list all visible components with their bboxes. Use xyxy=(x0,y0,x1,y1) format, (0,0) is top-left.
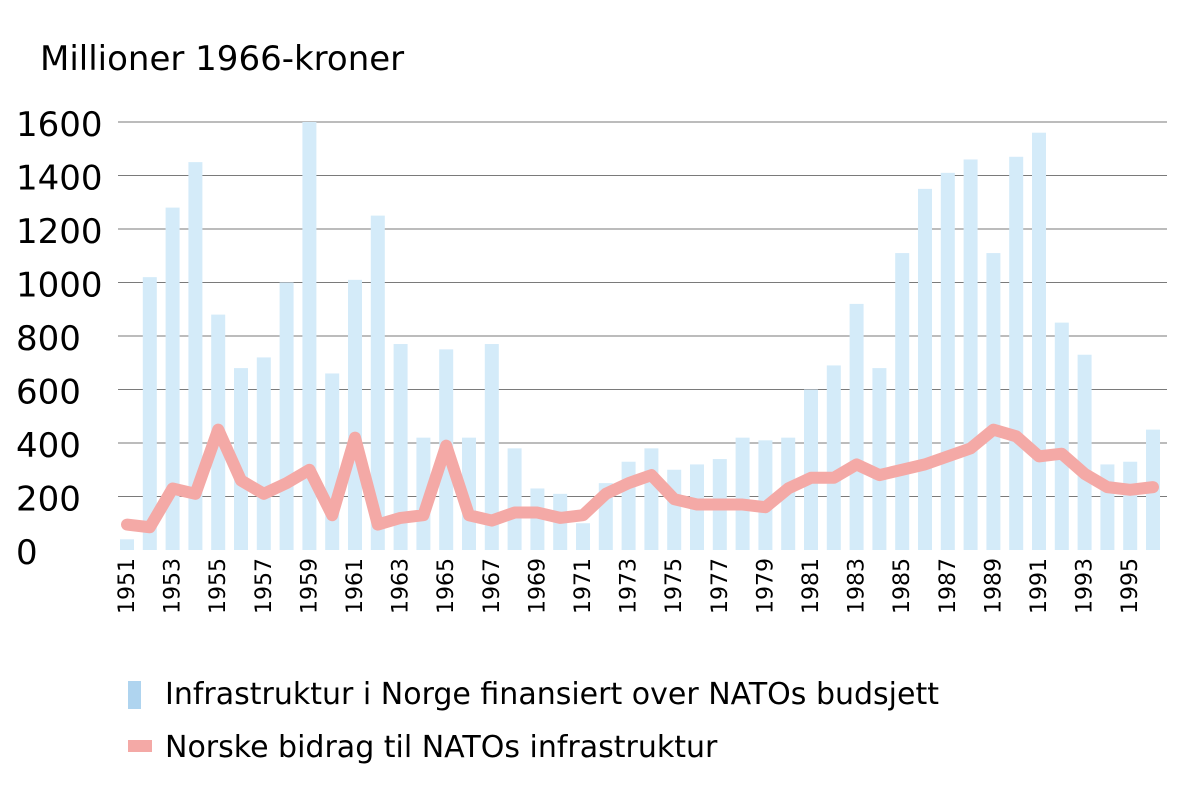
bar xyxy=(1123,461,1138,550)
x-tick-label: 1957 xyxy=(252,558,277,614)
bar xyxy=(963,159,978,550)
y-tick-label: 600 xyxy=(16,373,81,413)
bar xyxy=(667,469,682,550)
bar xyxy=(1077,354,1092,550)
y-tick-label: 200 xyxy=(16,480,81,520)
x-tick-label: 1971 xyxy=(571,558,596,614)
x-tick-label: 1983 xyxy=(845,558,870,614)
x-tick-label: 1951 xyxy=(115,558,140,614)
x-tick-label: 1991 xyxy=(1027,558,1052,614)
legend: Infrastruktur i Norge finansiert over NA… xyxy=(128,677,939,765)
bar xyxy=(416,437,431,550)
bar xyxy=(1032,132,1046,550)
x-tick-label: 1969 xyxy=(525,558,550,614)
bar xyxy=(234,368,248,550)
x-tick-label: 1987 xyxy=(936,558,961,614)
bar xyxy=(279,282,294,550)
legend-swatch-bars xyxy=(128,681,141,709)
x-tick-label: 1955 xyxy=(206,558,231,614)
bar xyxy=(644,448,659,550)
y-tick-labels: 0 200 400 600 800 1000 1200 1400 1600 xyxy=(16,105,103,573)
legend-label-bars: Infrastruktur i Norge finansiert over NA… xyxy=(165,677,939,712)
x-tick-label: 1973 xyxy=(617,558,642,614)
y-tick-label: 400 xyxy=(16,426,81,466)
x-tick-label: 1961 xyxy=(343,558,368,614)
y-tick-label: 1600 xyxy=(16,105,103,145)
bar xyxy=(507,448,522,550)
x-tick-label: 1995 xyxy=(1118,558,1143,614)
bar xyxy=(1009,156,1024,550)
x-tick-label: 1979 xyxy=(753,558,778,614)
bar xyxy=(530,488,545,550)
x-tick-label: 1981 xyxy=(799,558,824,614)
x-tick-label: 1975 xyxy=(662,558,687,614)
bar xyxy=(302,122,317,550)
bar xyxy=(826,365,841,550)
bar xyxy=(1054,322,1069,550)
bar xyxy=(348,279,362,550)
bar xyxy=(804,389,818,550)
bar xyxy=(120,539,134,550)
bar xyxy=(393,344,408,550)
legend-swatch-line xyxy=(128,740,152,752)
x-tick-label: 1977 xyxy=(708,558,733,614)
bar xyxy=(370,215,385,550)
bar xyxy=(849,303,864,550)
y-axis-label: Millioner 1966-kroner xyxy=(40,39,404,79)
x-tick-label: 1959 xyxy=(297,558,322,614)
legend-item-line: Norske bidrag til NATOs infrastruktur xyxy=(128,730,718,765)
bar xyxy=(256,357,271,550)
line-series xyxy=(121,423,1159,534)
x-tick-label: 1965 xyxy=(434,558,459,614)
x-tick-label: 1985 xyxy=(890,558,915,614)
legend-label-line: Norske bidrag til NATOs infrastruktur xyxy=(165,730,718,765)
line-series-path xyxy=(121,423,1159,534)
y-tick-label: 0 xyxy=(16,533,38,573)
bar xyxy=(872,368,887,550)
bar xyxy=(142,277,157,550)
bar xyxy=(188,162,203,550)
bar xyxy=(165,207,180,550)
y-tick-label: 1200 xyxy=(16,212,103,252)
x-tick-label: 1967 xyxy=(480,558,505,614)
bar xyxy=(918,188,932,550)
y-tick-label: 1400 xyxy=(16,159,103,199)
bar xyxy=(735,437,750,550)
bar xyxy=(895,253,910,550)
x-tick-label: 1989 xyxy=(981,558,1006,614)
bar xyxy=(576,523,590,550)
x-tick-label: 1953 xyxy=(161,558,186,614)
bar xyxy=(940,172,955,550)
legend-item-bars: Infrastruktur i Norge finansiert over NA… xyxy=(128,677,939,712)
bar xyxy=(484,344,499,550)
bar xyxy=(325,373,340,550)
bar xyxy=(1100,464,1115,550)
y-tick-label: 800 xyxy=(16,319,81,359)
bar xyxy=(986,253,1001,550)
bar xyxy=(758,440,773,550)
y-tick-label: 1000 xyxy=(16,266,103,306)
bar xyxy=(621,461,636,550)
x-tick-labels: 1951 1953 1955 1957 1959 1961 1963 1965 1967 1969… xyxy=(115,558,1143,614)
x-tick-label: 1993 xyxy=(1073,558,1098,614)
x-tick-label: 1963 xyxy=(389,558,414,614)
